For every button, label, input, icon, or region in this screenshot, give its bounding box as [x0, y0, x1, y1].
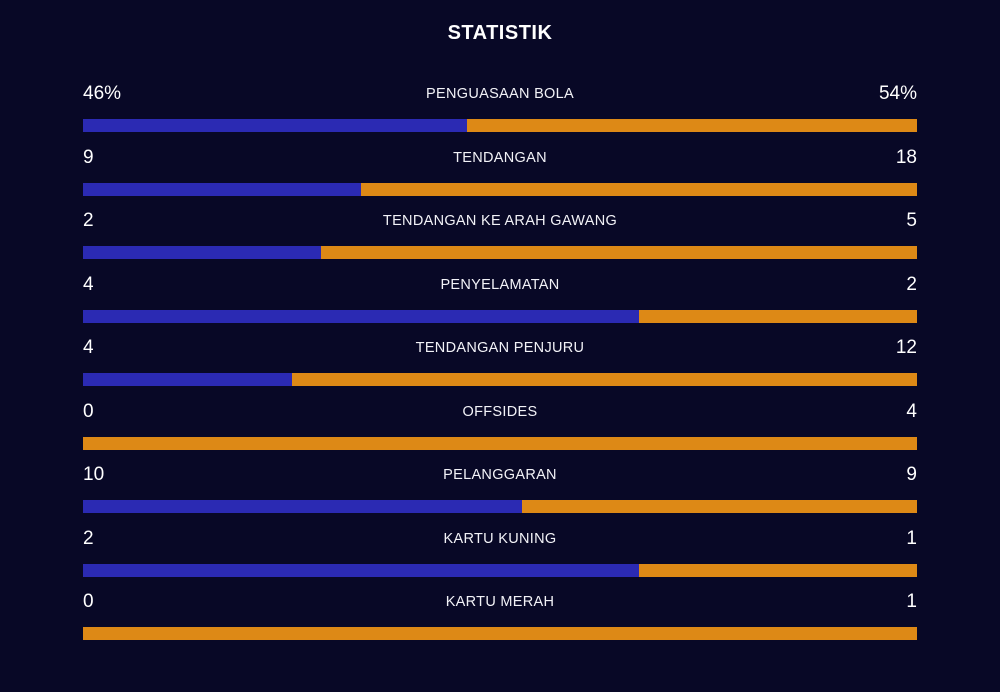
stat-row-shots: 9 TENDANGAN 18 — [83, 144, 917, 208]
comparison-bar — [83, 309, 917, 323]
away-value: 9 — [906, 464, 917, 485]
away-bar-fill — [638, 563, 917, 577]
stat-row-shots-on-target: 2 TENDANGAN KE ARAH GAWANG 5 — [83, 207, 917, 271]
stats-title: STATISTIK — [447, 22, 553, 44]
home-value: 0 — [83, 400, 94, 422]
comparison-bar — [83, 119, 917, 132]
stat-row-saves: 4 PENYELAMATAN 2 — [83, 271, 917, 335]
home-value: 0 — [83, 591, 94, 612]
stat-label: KARTU MERAH — [445, 594, 555, 610]
stat-row-corners: 4 TENDANGAN PENJURU 12 — [83, 334, 917, 398]
home-value: 46% — [83, 83, 122, 104]
away-bar-fill — [83, 627, 917, 640]
comparison-bar — [83, 563, 917, 577]
home-value: 4 — [83, 273, 94, 295]
stat-label: OFFSIDES — [462, 403, 538, 420]
away-bar-fill — [321, 246, 917, 259]
away-bar-fill — [521, 500, 917, 513]
home-bar-fill — [83, 182, 361, 196]
stat-label: TENDANGAN KE ARAH GAWANG — [382, 213, 618, 229]
comparison-bar — [83, 436, 917, 450]
away-value: 5 — [906, 210, 917, 231]
home-value: 2 — [83, 210, 94, 231]
stat-label: PENGUASAAN BOLA — [426, 86, 574, 102]
comparison-bar — [83, 627, 917, 640]
away-value: 2 — [906, 273, 917, 295]
home-bar-fill — [83, 373, 292, 386]
stat-row-offsides: 0 OFFSIDES 4 — [83, 398, 917, 462]
home-value: 2 — [83, 527, 94, 549]
home-bar-fill — [83, 246, 322, 259]
away-value: 18 — [895, 146, 917, 168]
home-bar-fill — [83, 119, 467, 132]
stat-row-fouls: 10 PELANGGARAN 9 — [83, 461, 917, 525]
stat-row-red-cards: 0 KARTU MERAH 1 — [83, 588, 917, 652]
away-value: 4 — [906, 400, 917, 422]
home-value: 10 — [83, 464, 105, 485]
away-value: 54% — [878, 83, 917, 104]
away-bar-fill — [360, 182, 917, 196]
away-bar-fill — [83, 436, 917, 450]
stat-row-possession: 46% PENGUASAAN BOLA 54% — [83, 80, 917, 144]
home-bar-fill — [83, 309, 639, 323]
away-bar-fill — [466, 119, 917, 132]
away-value: 1 — [906, 527, 917, 549]
away-bar-fill — [291, 373, 917, 386]
stats-list: 46% PENGUASAAN BOLA 54% 9 TENDANGAN 18 2… — [83, 80, 917, 652]
stat-label: TENDANGAN PENJURU — [415, 340, 585, 356]
comparison-bar — [83, 246, 917, 259]
stat-label: TENDANGAN — [453, 149, 547, 166]
home-value: 4 — [83, 337, 94, 358]
comparison-bar — [83, 500, 917, 513]
away-value: 1 — [906, 591, 917, 612]
home-bar-fill — [83, 500, 522, 513]
away-bar-fill — [638, 309, 917, 323]
away-value: 12 — [895, 337, 917, 358]
stat-label: PENYELAMATAN — [440, 276, 560, 293]
comparison-bar — [83, 182, 917, 196]
comparison-bar — [83, 373, 917, 386]
stat-label: KARTU KUNING — [443, 530, 557, 547]
home-value: 9 — [83, 146, 94, 168]
stat-row-yellow-cards: 2 KARTU KUNING 1 — [83, 525, 917, 589]
stat-label: PELANGGARAN — [443, 467, 557, 483]
home-bar-fill — [83, 563, 639, 577]
